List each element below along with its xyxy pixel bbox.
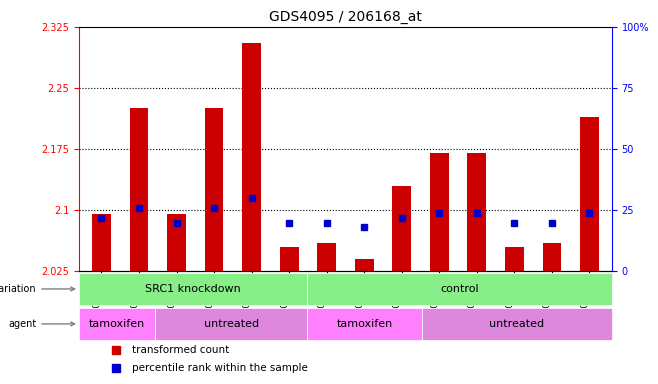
Bar	[242, 43, 261, 271]
Text: untreated: untreated	[204, 319, 259, 329]
FancyBboxPatch shape	[307, 273, 612, 305]
Text: transformed count: transformed count	[132, 345, 230, 355]
Bar	[430, 153, 449, 271]
Bar	[542, 243, 561, 271]
Bar	[392, 186, 411, 271]
Bar	[280, 247, 299, 271]
Bar	[92, 214, 111, 271]
Title: GDS4095 / 206168_at: GDS4095 / 206168_at	[269, 10, 422, 25]
Text: tamoxifen: tamoxifen	[336, 319, 393, 329]
Bar	[167, 214, 186, 271]
FancyBboxPatch shape	[79, 308, 155, 339]
FancyBboxPatch shape	[155, 308, 307, 339]
Bar	[130, 108, 149, 271]
FancyBboxPatch shape	[307, 308, 422, 339]
Bar	[505, 247, 524, 271]
Text: untreated: untreated	[489, 319, 544, 329]
Bar	[355, 259, 374, 271]
Text: tamoxifen: tamoxifen	[89, 319, 145, 329]
Text: control: control	[440, 284, 479, 294]
Text: agent: agent	[8, 319, 74, 329]
Bar	[317, 243, 336, 271]
FancyBboxPatch shape	[422, 308, 612, 339]
Bar	[467, 153, 486, 271]
Text: percentile rank within the sample: percentile rank within the sample	[132, 362, 308, 372]
Bar	[580, 117, 599, 271]
FancyBboxPatch shape	[79, 273, 307, 305]
Text: genotype/variation: genotype/variation	[0, 284, 74, 294]
Text: SRC1 knockdown: SRC1 knockdown	[145, 284, 241, 294]
Bar	[205, 108, 224, 271]
